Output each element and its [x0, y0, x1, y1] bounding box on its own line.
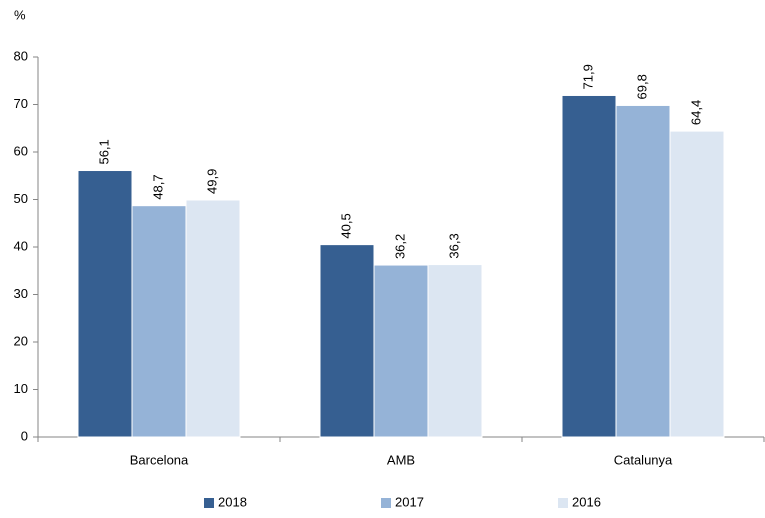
bar: [319, 244, 375, 438]
x-tick-label: Barcelona: [130, 452, 189, 467]
value-label: 40,5: [338, 213, 353, 238]
y-tick-label: 70: [14, 96, 28, 111]
x-tick-label: Catalunya: [614, 452, 673, 467]
value-label: 69,8: [634, 74, 649, 99]
bar: [131, 205, 187, 438]
y-tick-label: 60: [14, 143, 28, 158]
y-tick-label: 40: [14, 238, 28, 253]
value-label: 64,4: [688, 100, 703, 125]
y-tick-label: 30: [14, 286, 28, 301]
legend-swatch: [558, 498, 568, 508]
legend-swatch: [204, 498, 214, 508]
bar: [185, 199, 241, 438]
value-label: 49,9: [204, 169, 219, 194]
y-tick-label: 20: [14, 333, 28, 348]
value-label: 36,3: [446, 233, 461, 258]
bar: [561, 94, 617, 438]
y-tick-label: 10: [14, 381, 28, 396]
bar: [427, 264, 483, 438]
legend-swatch: [381, 498, 391, 508]
value-label: 48,7: [150, 174, 165, 199]
y-tick-label: 80: [14, 48, 28, 63]
bar: [373, 264, 429, 438]
x-tick-label: AMB: [387, 452, 415, 467]
legend-label: 2016: [572, 494, 601, 509]
bar: [615, 104, 671, 438]
legend-label: 2017: [395, 494, 424, 509]
value-label: 71,9: [580, 64, 595, 89]
value-label: 56,1: [96, 139, 111, 164]
legend-label: 2018: [218, 494, 247, 509]
bar: [669, 130, 725, 438]
value-label: 36,2: [392, 234, 407, 259]
y-axis-label: %: [14, 7, 26, 22]
y-tick-label: 50: [14, 191, 28, 206]
bar: [77, 170, 133, 438]
y-tick-label: 0: [21, 428, 28, 443]
